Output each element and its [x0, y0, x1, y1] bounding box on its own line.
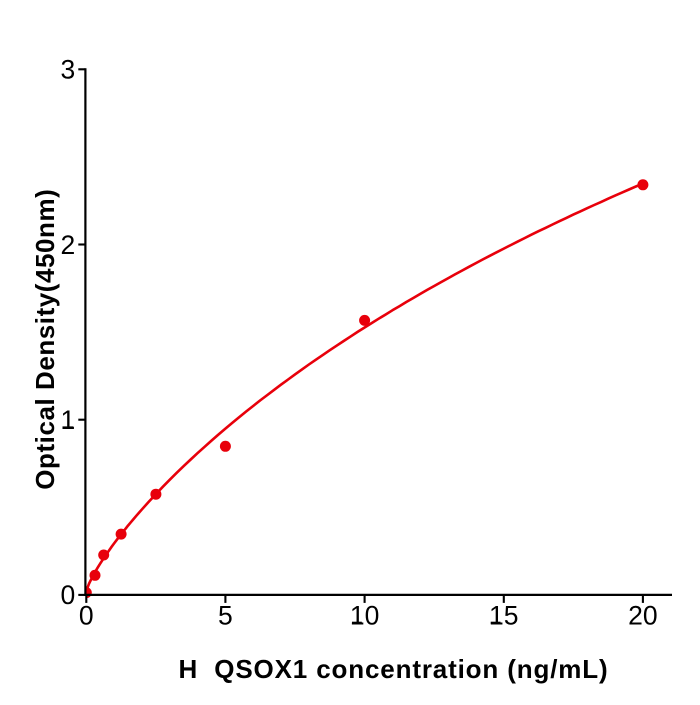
svg-text:3: 3 [61, 55, 76, 85]
svg-text:15: 15 [489, 600, 518, 630]
svg-text:H QSOX1 concentration (ng/mL): H QSOX1 concentration (ng/mL) [179, 654, 609, 684]
svg-text:1: 1 [61, 405, 76, 435]
svg-text:10: 10 [350, 600, 379, 630]
svg-text:5: 5 [218, 600, 233, 630]
svg-text:0: 0 [79, 600, 94, 630]
svg-text:2: 2 [61, 230, 76, 260]
svg-text:20: 20 [628, 600, 657, 630]
svg-text:Optical Density(450nm): Optical Density(450nm) [30, 189, 60, 490]
svg-text:0: 0 [61, 580, 76, 610]
